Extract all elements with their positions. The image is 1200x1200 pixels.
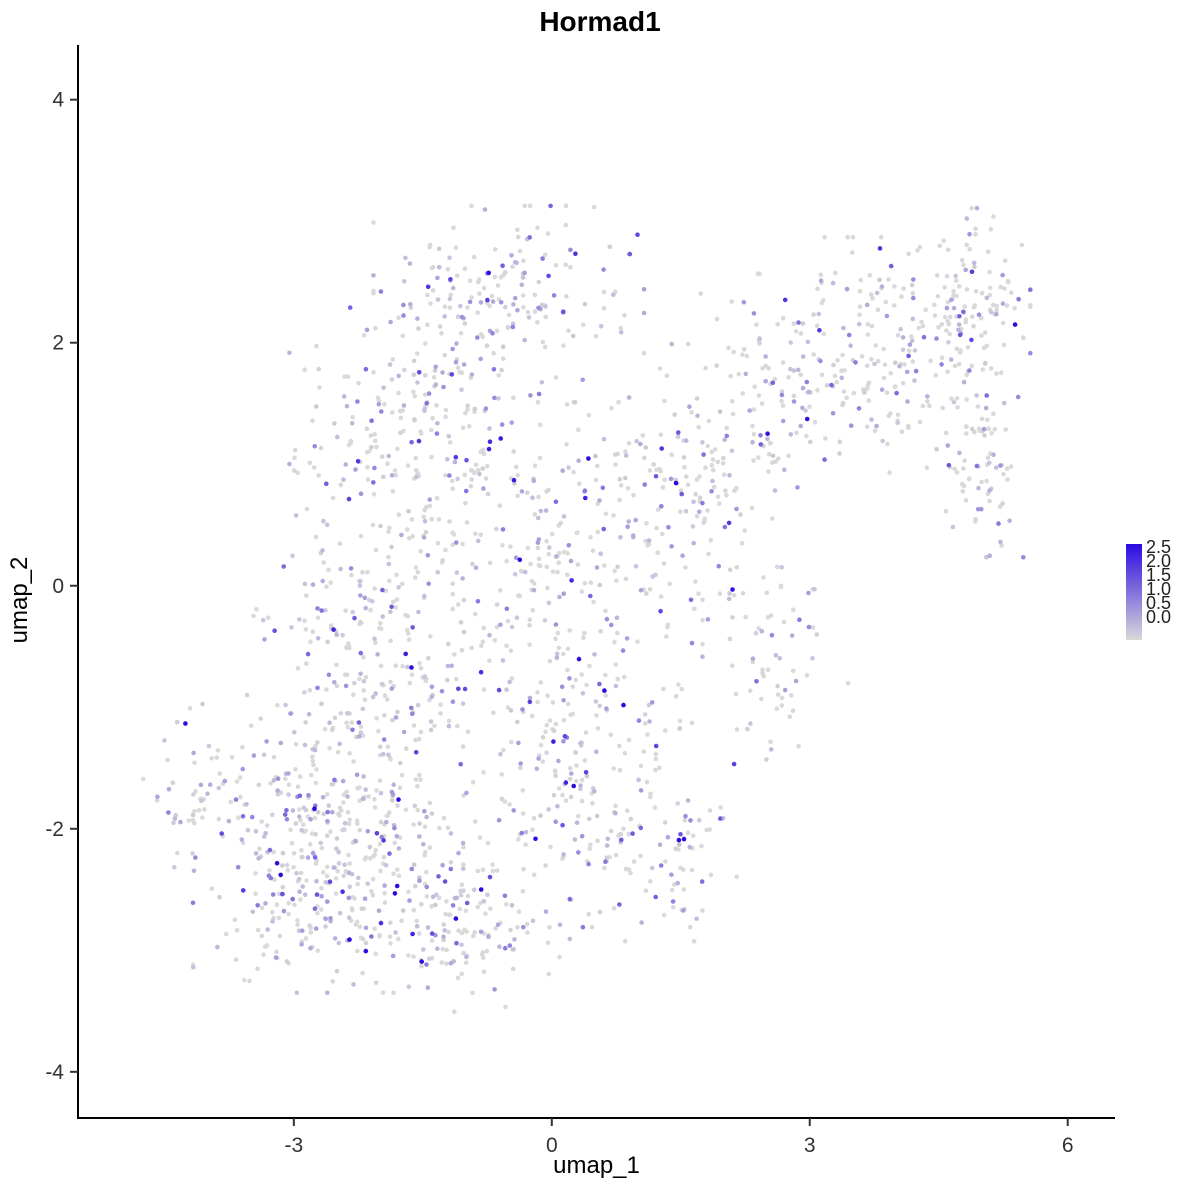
x-tick-label: -3: [284, 1134, 303, 1157]
legend-tick-label: 1.0: [1146, 579, 1172, 599]
y-tick-label: -4: [45, 1061, 64, 1084]
legend-tick-label: 2.5: [1146, 537, 1172, 557]
x-tick-label: 6: [1062, 1134, 1074, 1157]
legend-gradient-bar: [1126, 544, 1142, 640]
x-tick-label: 0: [546, 1134, 558, 1157]
y-tick-label: 4: [52, 89, 64, 112]
y-tick-label: 2: [52, 332, 64, 355]
y-tick-label: -2: [45, 818, 64, 841]
y-axis-label: umap_2: [6, 556, 33, 644]
legend-tick-label: 0.0: [1146, 607, 1172, 627]
x-tick-label: 3: [804, 1134, 816, 1157]
legend-tick-label: 2.0: [1146, 551, 1172, 571]
legend-tick-label: 0.5: [1146, 593, 1172, 613]
y-tick-label: 0: [52, 575, 64, 598]
legend-tick-labels: 2.5 2.0 1.5 1.0 0.5 0.0: [1146, 537, 1172, 627]
legend-tick-label: 1.5: [1146, 565, 1172, 585]
expression-legend: 2.5 2.0 1.5 1.0 0.5 0.0: [1126, 537, 1172, 640]
x-axis-label: umap_1: [553, 1152, 640, 1179]
plot-title: Hormad1: [539, 6, 661, 37]
